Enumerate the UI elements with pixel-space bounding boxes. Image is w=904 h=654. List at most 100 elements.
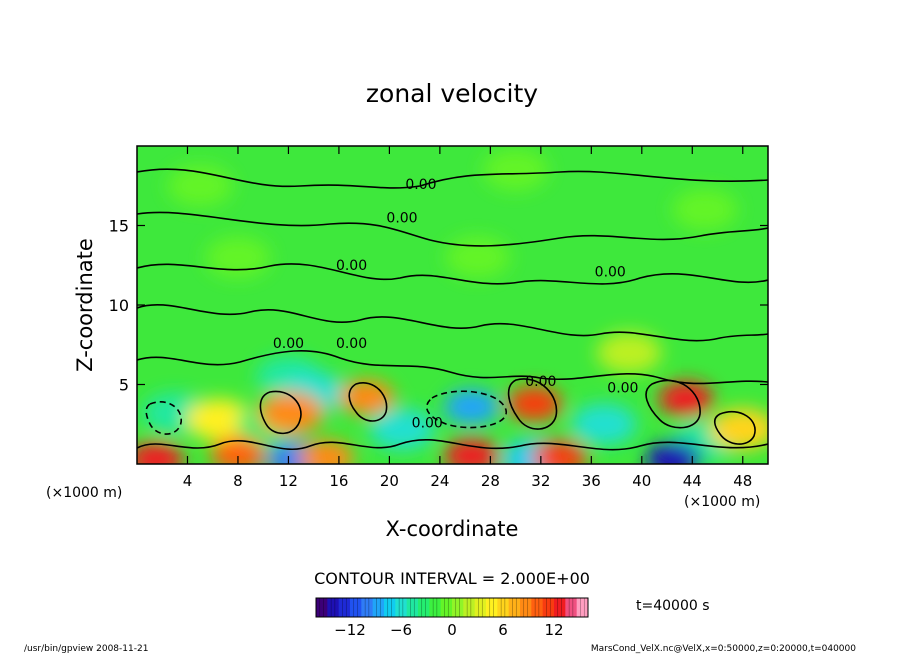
- x-tick-label-11: 48: [733, 472, 752, 490]
- contour-zero-band-b: [137, 304, 768, 342]
- colorbar-swatch-17: [508, 598, 521, 617]
- colorbar-swatch-6: [384, 598, 396, 617]
- x-tick-label-2: 12: [279, 472, 298, 490]
- x-unit-right: (×1000 m): [684, 494, 760, 510]
- colorbar-swatch-4: [361, 598, 374, 617]
- field-cell-1: [483, 149, 549, 191]
- contour-blob-7: [713, 411, 756, 445]
- colorbar-tick-label-3: 6: [498, 621, 508, 639]
- x-tick-label-9: 40: [632, 472, 651, 490]
- colorbar-swatch-13: [463, 598, 476, 617]
- x-tick-label-5: 24: [430, 472, 449, 490]
- x-unit-left: (×1000 m): [46, 485, 122, 501]
- colorbar: [315, 597, 589, 618]
- contour-zero-band-a: [137, 263, 768, 285]
- colorbar-tick-label-0: −12: [334, 621, 366, 639]
- colorbar-swatch-7: [395, 598, 408, 617]
- contour-zero-mid: [137, 211, 768, 247]
- colorbar-tick-label-2: 0: [447, 621, 457, 639]
- x-tick-label-4: 20: [380, 472, 399, 490]
- contour-blob-3: [507, 378, 558, 430]
- x-tick-label-7: 32: [531, 472, 550, 490]
- x-tick-label-1: 8: [233, 472, 243, 490]
- y-tick-label-2: 15: [109, 217, 129, 236]
- x-tick-label-10: 44: [683, 472, 702, 490]
- chart-title: zonal velocity: [366, 79, 538, 108]
- contour-blob-5: [426, 390, 507, 429]
- field-cell-24: [443, 438, 499, 464]
- contour-interval-text: CONTOUR INTERVAL = 2.000E+00: [314, 569, 590, 588]
- x-tick-label-6: 28: [481, 472, 500, 490]
- y-tick-label-1: 10: [109, 296, 129, 315]
- field-cell-20: [137, 441, 184, 464]
- colorbar-tick-label-4: 12: [544, 621, 563, 639]
- contour-label-2: 0.00: [336, 258, 367, 274]
- field-cell-21: [210, 436, 266, 464]
- field-cell-14: [443, 389, 499, 425]
- contour-label-7: 0.00: [607, 380, 638, 396]
- y-axis-label: Z-coordinate: [73, 238, 97, 372]
- x-tick-label-3: 16: [329, 472, 348, 490]
- field-cell-0: [167, 164, 233, 207]
- field-anomalies: [137, 149, 768, 464]
- colorbar-swatch-20: [542, 598, 555, 617]
- field-cell-27: [645, 441, 701, 464]
- footer-left: /usr/bin/gpview 2008-11-21: [24, 644, 148, 654]
- time-label: t=40000 s: [636, 598, 710, 614]
- contour-blob-2: [348, 382, 388, 422]
- footer-right: MarsCond_VelX.nc@VelX,x=0:50000,z=0:2000…: [591, 644, 856, 654]
- colorbar-ticks: −12 −6 0 6 12: [334, 621, 563, 639]
- contour-label-0: 0.00: [405, 177, 436, 193]
- colorbar-swatch-16: [497, 598, 510, 617]
- field-cell-15: [507, 385, 563, 422]
- colorbar-swatch-22: [565, 598, 578, 617]
- colorbar-swatch-8: [406, 598, 419, 617]
- colorbar-frame: [315, 597, 589, 618]
- contour-label-3: 0.00: [595, 264, 626, 280]
- colorbar-swatch-11: [440, 598, 453, 617]
- colorbar-swatch-5: [372, 598, 385, 617]
- contour-blob-4: [645, 379, 701, 429]
- y-axis-ticks: 5 10 15: [109, 217, 768, 395]
- colorbar-swatch-2: [338, 598, 351, 617]
- colorbar-swatch-3: [350, 598, 362, 617]
- field-cell-9: [186, 398, 252, 441]
- colorbar-swatch-1: [327, 598, 340, 617]
- x-axis-label: X-coordinate: [386, 517, 519, 541]
- velocity-field: [137, 149, 768, 464]
- colorbar-swatch-9: [418, 598, 430, 617]
- x-axis-ticks: 4 8 12 16 20 24 28 32 36 40 44 48: [183, 146, 752, 490]
- colorbar-swatch-14: [474, 598, 487, 617]
- colorbar-swatch-0: [316, 598, 328, 617]
- contour-bottom: [137, 439, 768, 451]
- field-cell-5: [596, 331, 662, 374]
- field-cell-23: [298, 440, 354, 464]
- contour-zero-upper: [137, 168, 768, 189]
- contour-zero-lower: [137, 350, 768, 385]
- field-cell-2: [205, 236, 271, 279]
- contour-labels: 0.00 0.00 0.00 0.00 0.00 0.00 0.00 0.00 0.00: [273, 177, 639, 432]
- contour-label-1: 0.00: [386, 210, 417, 226]
- field-cell-3: [445, 236, 511, 279]
- colorbar-tick-label-1: −6: [390, 621, 412, 639]
- contour-blob-1: [259, 390, 302, 435]
- contour-lines: [137, 168, 768, 451]
- colorbar-swatch-15: [486, 598, 498, 617]
- colorbar-swatch-12: [452, 598, 464, 617]
- colorbar-swatch-19: [531, 598, 544, 617]
- field-cell-4: [672, 188, 738, 231]
- y-tick-label-0: 5: [119, 376, 129, 395]
- contour-label-5: 0.00: [336, 336, 367, 352]
- x-tick-label-0: 4: [183, 472, 193, 490]
- contour-blob-6: [145, 401, 183, 435]
- colorbar-swatch-18: [520, 598, 532, 617]
- colorbar-swatch-10: [429, 598, 442, 617]
- contour-label-4: 0.00: [273, 336, 304, 352]
- field-cell-11: [258, 392, 324, 434]
- contour-label-6: 0.00: [525, 374, 556, 390]
- field-cell-16: [571, 403, 637, 446]
- contour-label-8: 0.00: [412, 415, 443, 431]
- colorbar-swatch-23: [576, 598, 589, 617]
